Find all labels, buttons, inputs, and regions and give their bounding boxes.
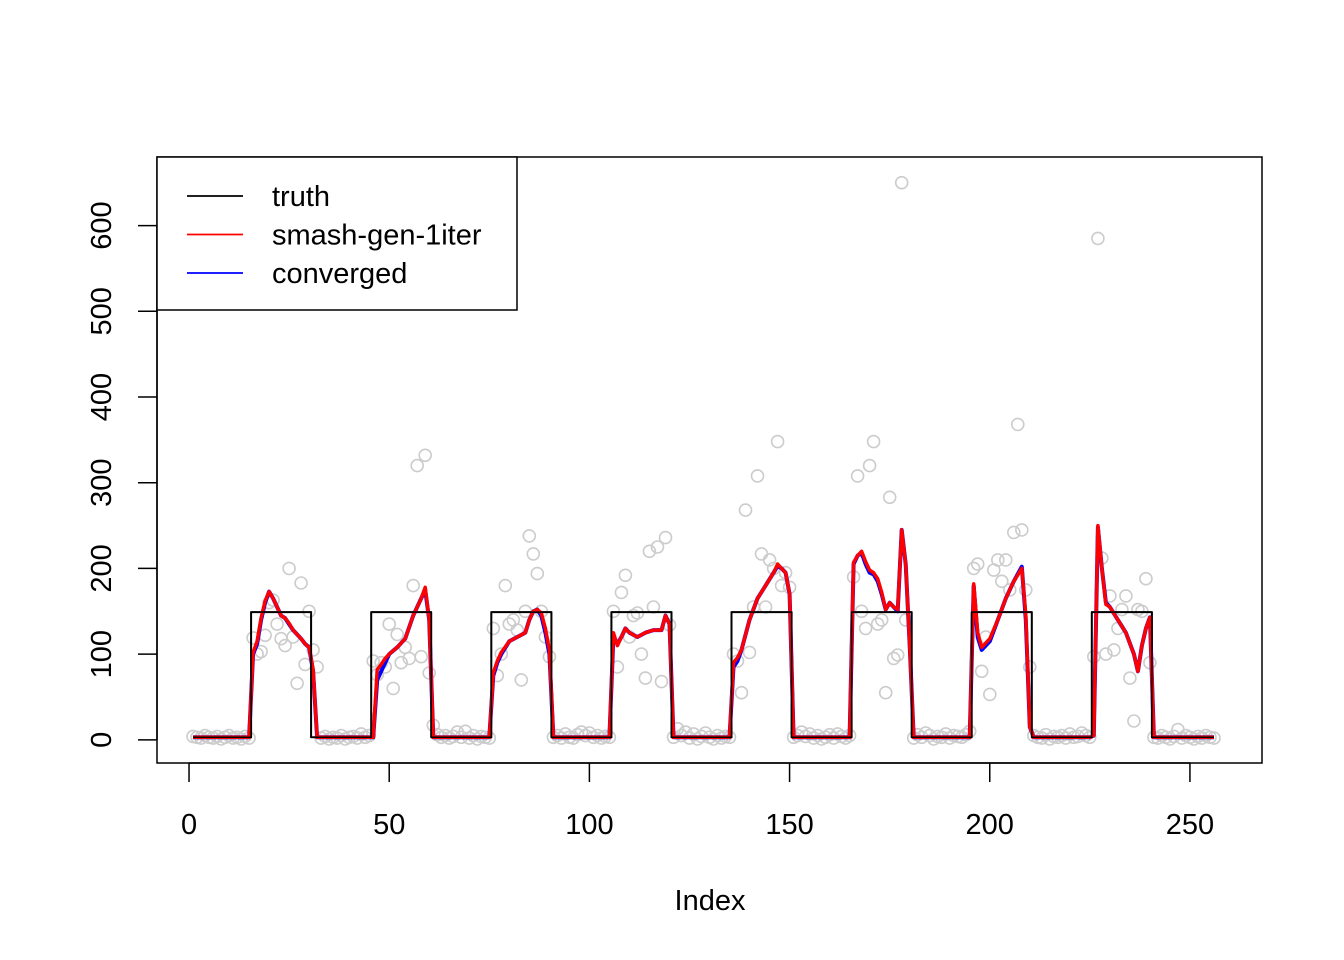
legend-label-smash-gen-1iter: smash-gen-1iter: [272, 220, 482, 252]
data-point-196: [974, 664, 989, 679]
y-axis: 0 100 200 300 400 500 600: [86, 201, 158, 748]
data-point-114: [642, 544, 657, 559]
x-tick-label-250: 250: [1166, 809, 1214, 841]
data-point-169: [862, 458, 877, 473]
data-point-138: [738, 503, 753, 517]
series-line-truth-overlay: [193, 611, 1214, 739]
data-point-166: [850, 469, 865, 483]
data-point-45: [366, 654, 381, 668]
legend-label-truth: truth: [272, 181, 330, 213]
y-tick-label-200: 200: [86, 544, 118, 592]
legend-label-converged: converged: [272, 258, 407, 290]
data-point-144: [762, 553, 777, 567]
data-point-77: [494, 647, 509, 661]
data-point-195: [970, 557, 985, 571]
y-tick-label-400: 400: [86, 373, 118, 421]
series-line-truth: [193, 611, 1214, 739]
data-point-208: [1023, 660, 1037, 674]
data-point-171: [870, 617, 885, 631]
data-point-57: [414, 649, 429, 664]
data-point-170: [866, 434, 881, 449]
data-point-227: [1099, 647, 1113, 661]
data-point-194: [966, 561, 981, 576]
data-point-201: [994, 574, 1009, 589]
data-point-205: [1010, 417, 1025, 432]
data-point-175: [886, 651, 901, 666]
y-tick-label-300: 300: [86, 459, 118, 507]
data-point-237: [1139, 571, 1153, 586]
y-tick-label-500: 500: [86, 287, 118, 335]
data-point-52: [394, 655, 409, 670]
data-point-233: [1123, 671, 1137, 685]
data-point-234: [1127, 714, 1141, 728]
data-point-177: [894, 175, 909, 190]
data-point-202: [998, 553, 1013, 567]
data-point-118: [658, 530, 673, 545]
data-point-26: [290, 676, 304, 691]
x-tick-label-150: 150: [765, 809, 813, 841]
data-point-24: [282, 561, 296, 576]
data-point-23: [278, 638, 292, 653]
x-axis: 0 50 100 150 200 250: [181, 762, 1214, 841]
data-point-139: [742, 645, 757, 660]
data-point-56: [410, 458, 425, 473]
series-line-converged: [193, 525, 1214, 740]
data-point-42: [354, 727, 369, 741]
y-tick-label-0: 0: [86, 732, 118, 748]
data-point-108: [618, 568, 633, 583]
data-point-176: [890, 648, 905, 662]
data-point-116: [650, 540, 665, 554]
x-tick-label-0: 0: [181, 809, 197, 841]
data-point-55: [406, 578, 421, 593]
data-point-50: [386, 681, 401, 696]
data-point-142: [754, 547, 769, 561]
series-lines: [193, 523, 1214, 740]
legend: truth smash-gen-1iter converged: [156, 156, 518, 311]
data-point-229: [1107, 643, 1121, 657]
data-point-85: [526, 547, 541, 561]
data-point-75: [486, 621, 501, 636]
data-point-117: [654, 674, 669, 689]
data-point-107: [614, 585, 629, 600]
x-axis-label: Index: [675, 885, 746, 917]
series-line-smash-gen-1iter: [193, 523, 1214, 740]
data-point-112: [634, 647, 649, 661]
data-point-78: [498, 578, 513, 593]
x-tick-label-50: 50: [373, 809, 405, 841]
y-tick-label-600: 600: [86, 201, 118, 249]
legend-box: [156, 156, 518, 311]
data-point-30: [306, 643, 320, 657]
data-point-154: [802, 727, 817, 741]
data-point-168: [858, 621, 873, 636]
data-point-172: [874, 613, 889, 627]
data-point-173: [878, 685, 893, 700]
data-point-174: [882, 490, 897, 505]
y-tick-label-100: 100: [86, 630, 118, 678]
data-point-141: [750, 469, 765, 483]
data-point-21: [270, 617, 284, 631]
data-point-206: [1014, 523, 1029, 537]
data-point-225: [1091, 231, 1105, 246]
data-point-82: [514, 673, 529, 687]
data-point-84: [522, 529, 537, 543]
x-tick-label-100: 100: [565, 809, 613, 841]
data-point-232: [1119, 589, 1133, 603]
data-point-146: [770, 434, 785, 449]
data-point-22: [274, 631, 288, 646]
data-point-203: [1002, 583, 1017, 597]
data-point-27: [294, 576, 308, 590]
data-point-113: [638, 671, 653, 685]
data-point-86: [530, 566, 545, 581]
data-point-51: [390, 627, 405, 642]
data-point-200: [990, 553, 1005, 567]
data-point-58: [418, 448, 433, 463]
data-point-137: [734, 685, 749, 700]
data-point-49: [382, 617, 397, 631]
data-point-231: [1115, 602, 1129, 617]
data-point-198: [982, 687, 997, 702]
x-tick-label-200: 200: [966, 809, 1014, 841]
data-point-204: [1006, 525, 1021, 540]
